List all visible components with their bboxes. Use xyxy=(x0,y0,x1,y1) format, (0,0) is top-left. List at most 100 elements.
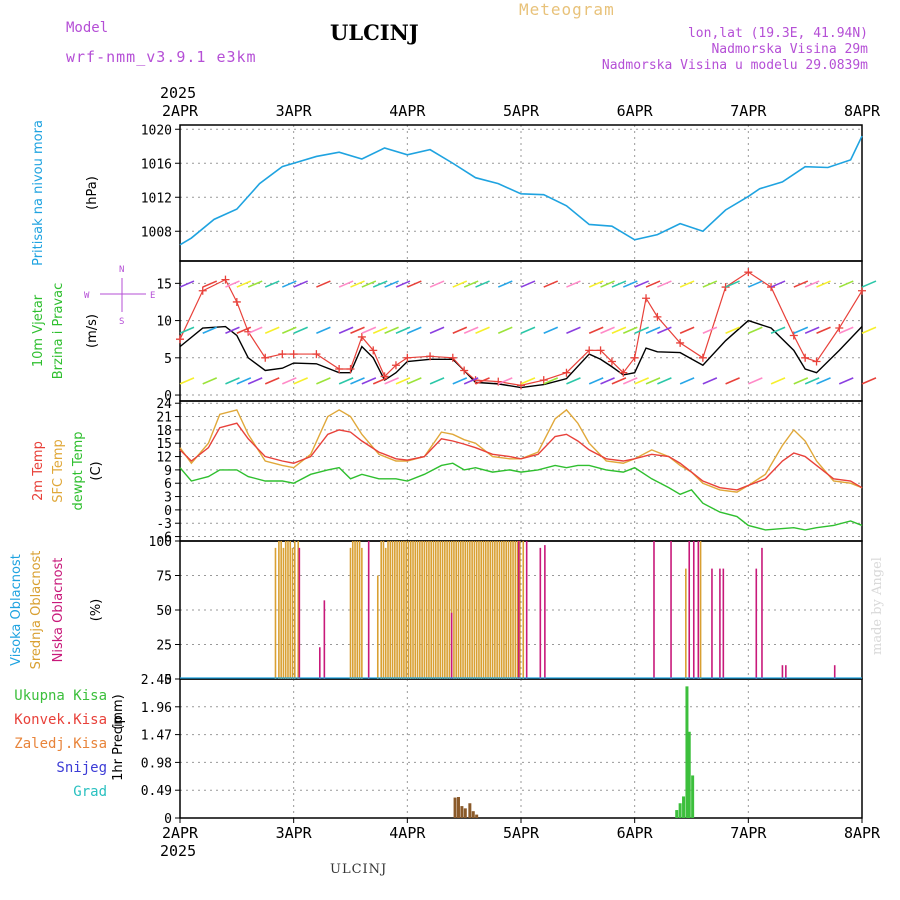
wind-barb xyxy=(838,377,854,385)
y-tick-label: 15 xyxy=(156,277,172,292)
x-tick-label-top: 4APR xyxy=(389,102,426,120)
y-tick-label: 12 xyxy=(156,451,172,466)
y-tick-label: 10 xyxy=(156,315,172,330)
y-tick-label: -6 xyxy=(156,531,172,546)
wind-gust-marker xyxy=(198,286,207,295)
y-tick-label: 1012 xyxy=(141,191,172,206)
wind-barb xyxy=(429,280,445,288)
x-tick-label-top: 5APR xyxy=(503,102,540,120)
wind-barb xyxy=(793,326,809,334)
wind-barb xyxy=(634,280,649,288)
wind-barb xyxy=(645,280,661,288)
wind-barb xyxy=(725,280,740,288)
wind-barb xyxy=(611,326,627,334)
wind-barb xyxy=(588,377,604,385)
convective-precip-bar xyxy=(463,808,467,818)
wind-barb xyxy=(281,326,297,334)
wind-barb xyxy=(316,280,331,288)
wind-gust-marker xyxy=(494,377,503,386)
wind-barb xyxy=(520,377,536,385)
wind-gust-marker xyxy=(630,353,639,362)
total-precip-bar xyxy=(685,686,689,818)
dewpoint-axis-title: dewpt Temp xyxy=(71,431,86,510)
wind-barb xyxy=(657,377,672,385)
year-label-top: 2025 xyxy=(160,84,196,102)
wind-gust-marker xyxy=(517,381,525,390)
wind-axis-subtitle: Brzina i Pravac xyxy=(51,283,66,380)
wind-barb xyxy=(816,326,831,334)
wind-barb xyxy=(316,377,331,385)
footer-station: ULCINJ xyxy=(330,862,388,877)
y-tick-label: 0 xyxy=(164,389,172,404)
x-tick-label-top: 2APR xyxy=(162,102,199,120)
total-precip-bar xyxy=(675,810,679,818)
wind-unit-label: (m/s) xyxy=(85,314,100,348)
wind-barb xyxy=(350,377,365,385)
wind-barb xyxy=(395,326,411,334)
wind-barb xyxy=(679,280,695,288)
wind-barb xyxy=(645,377,661,385)
wind-barb xyxy=(520,280,536,288)
wind-barb xyxy=(634,326,649,334)
convective-precip-bar xyxy=(475,814,479,818)
wind-barb xyxy=(350,326,365,334)
low-cloud-axis-title: Niska Oblacnost xyxy=(51,558,66,663)
y-tick-label: 6 xyxy=(164,477,172,492)
wind-barb xyxy=(361,280,377,288)
y-tick-label: 0 xyxy=(164,673,172,688)
wind-barb xyxy=(247,377,263,385)
y-tick-label: 0.98 xyxy=(141,756,172,771)
x-tick-label-bottom: 4APR xyxy=(389,824,426,842)
y-tick-label: 2.45 xyxy=(141,673,172,688)
wind-barb xyxy=(588,280,604,288)
precip-unit-label: (mm) xyxy=(111,694,126,729)
wind-barb xyxy=(350,280,365,288)
y-tick-label: -3 xyxy=(156,517,172,532)
wind-gust-marker xyxy=(312,350,321,359)
x-tick-label-bottom: 7APR xyxy=(730,824,767,842)
wind-barb xyxy=(748,280,763,288)
wind-barb xyxy=(463,377,479,385)
wind-gust-marker xyxy=(676,338,685,347)
precip-axis-title: 1hr Precip xyxy=(111,715,126,781)
wind-barb xyxy=(293,326,308,334)
x-tick-label-bottom: 5APR xyxy=(503,824,540,842)
compass-north-label: N xyxy=(119,265,124,275)
y-tick-label: 1020 xyxy=(141,123,172,138)
wind-barb xyxy=(566,377,581,385)
convective-precip-bar xyxy=(468,803,472,818)
y-tick-label: 9 xyxy=(164,464,172,479)
y-tick-label: 18 xyxy=(156,424,172,439)
wind-barb xyxy=(384,326,399,334)
wind-barb xyxy=(338,326,354,334)
precip-legend-item: Snijeg xyxy=(56,760,107,776)
y-tick-label: 1016 xyxy=(141,157,172,172)
wind-barb xyxy=(236,326,252,334)
wind-barb xyxy=(588,326,604,334)
y-tick-label: 25 xyxy=(156,639,172,654)
wind-barb xyxy=(748,377,763,385)
cloud-unit-label: (%) xyxy=(89,599,104,622)
convective-precip-bar xyxy=(453,797,457,818)
compass-south-label: S xyxy=(119,317,124,327)
wind-gust-marker xyxy=(642,294,651,303)
wind-barb xyxy=(497,280,513,288)
wind-barb xyxy=(293,377,308,385)
coordinates-label: lon,lat (19.3E, 41.94N) xyxy=(687,26,868,41)
wind-barb xyxy=(452,280,468,288)
wind-barb xyxy=(179,326,195,334)
wind-gust-marker xyxy=(232,297,241,306)
x-tick-label-bottom: 8APR xyxy=(844,824,881,842)
wind-barb xyxy=(770,280,786,288)
wind-gust-marker xyxy=(357,332,366,341)
wind-barb xyxy=(281,280,297,288)
wind-barb xyxy=(338,280,354,288)
x-tick-label-top: 6APR xyxy=(617,102,654,120)
wind-gust-marker xyxy=(653,312,662,321)
wind-barb xyxy=(395,377,411,385)
x-tick-label-top: 7APR xyxy=(730,102,767,120)
wind-barb xyxy=(293,280,308,288)
y-tick-label: 0 xyxy=(164,812,172,827)
sfc-temp-axis-title: SFC Temp xyxy=(51,439,66,503)
